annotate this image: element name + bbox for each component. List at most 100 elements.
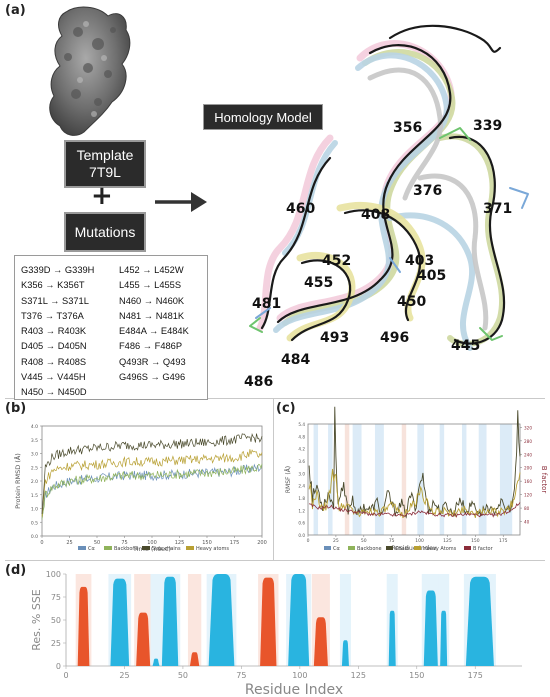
panel-label-d: (d) [5,563,27,578]
helix-band [401,424,407,535]
legend-label: Side chains [152,546,181,552]
mutation-item: T376 → T376A [21,310,84,321]
mutation-item: G339D → G339H [21,265,95,275]
legend-swatch [414,546,421,550]
plot-frame [307,423,521,536]
legend-label: B factor [473,546,494,552]
legend-swatch [324,546,331,550]
residue-label-455: 455 [304,275,334,291]
x-tick-label: 50 [178,671,188,680]
x-tick-label: 150 [202,540,212,546]
mutation-item: D405 → D405N [21,341,87,352]
x-tick-label: 125 [443,538,452,544]
y-tick-label: 4.0 [31,424,38,430]
y2-axis-label: B factor [540,466,548,494]
y-tick-label: 0 [56,662,61,671]
x-tick-label: 200 [257,540,267,546]
x-tick-label: 75 [236,671,246,680]
y-axis-label: Protein RMSD (Å) [13,453,22,509]
mutation-item: F486 → F486P [119,341,183,352]
x-tick-label: 25 [333,538,339,544]
strand-segment [388,610,396,666]
y-tick-label: 1.2 [298,508,305,513]
residue-label-408: 408 [361,207,391,223]
strand-band [439,424,445,535]
residue-label-481: 481 [252,296,282,312]
mutations-box: Mutations [64,212,146,252]
legend-label: Chain [395,546,409,552]
residue-label-452: 452 [322,253,352,269]
residue-label-496: 496 [380,330,410,346]
template-title: Template [76,147,134,163]
mutation-item: R403 → R403K [21,326,87,337]
homology-structure-image [249,24,529,351]
helix-segment [260,577,277,666]
mutation-item: L455 → L455S [119,280,182,291]
strand-segment [208,574,235,666]
strand-band [374,424,384,535]
divider-vertical [273,399,274,560]
y-tick-label: 4.8 [298,434,305,439]
mutation-item: N450 → N450D [21,387,87,398]
mutation-item: V445 → V445H [21,372,86,383]
homology-model-box: Homology Model [203,104,323,130]
helix-band [344,424,350,535]
y-tick-label: 4.2 [298,447,305,452]
y-tick-label: 0.0 [298,533,305,538]
y-tick-label: 3.0 [298,471,305,476]
y-tick-label: 3.5 [31,438,38,444]
strand-segment [423,590,438,666]
x-tick-label: 150 [409,671,424,680]
residue-label-445: 445 [451,338,481,354]
legend-swatch [464,546,471,550]
strand-shade [339,574,351,666]
y-axis-label: Res. % SSE [30,589,43,651]
x-tick-label: 125 [175,540,185,546]
mutation-item: K356 → K356T [21,280,85,291]
legend-label: Heavy Atoms [423,546,457,552]
plot-bg [308,424,520,535]
residue-label-403: 403 [405,253,435,269]
y2-tick-label: 320 [524,425,532,430]
mutation-item: L452 → L452W [119,265,184,275]
x-axis-label: Time (nsec) [132,545,171,553]
mutation-item: S371L → S371L [21,295,89,306]
strand-band [461,424,467,535]
series-line-chain [308,406,521,519]
x-tick-label: 50 [361,538,367,544]
panel-label-c: (c) [276,401,296,416]
y-axis-label: RMSF (Å) [285,466,292,493]
strand-segment [440,610,448,666]
strand-shade [150,574,162,666]
x-tick-label: 100 [147,540,157,546]
plus-sign: + [91,181,113,211]
x-tick-label: 100 [415,538,424,544]
mutation-grid: G339D → G339H L452 → L452W K356 → K356T L45… [21,263,209,401]
strand-band [499,424,513,535]
y-tick-label: 5.4 [298,422,305,427]
rmsd-chart: 0.0 0.5 1.0 1.5 2.0 2.5 3.0 3.5 4.0 0 25 50 75 100 125… [13,424,267,553]
legend-swatch [142,546,150,550]
y-tick-label: 3.0 [31,452,38,458]
homology-model-label: Homology Model [214,109,312,125]
x-tick-label: 125 [351,671,366,680]
strand-segment [465,576,494,666]
residue-label-339: 339 [473,118,503,134]
y-tick-label: 2.0 [31,479,38,485]
x-tick-label: 0 [63,671,68,680]
residue-label-376: 376 [413,183,443,199]
x-tick-label: 25 [119,671,129,680]
y2-tick-label: 280 [524,439,532,444]
x-tick-label: 25 [66,540,72,546]
residue-label-460: 460 [286,201,316,217]
mutation-item: N460 → N460K [119,295,185,306]
y-tick-label: 2.5 [31,465,38,471]
helix-shade [187,574,202,666]
helix-segment [189,652,200,666]
x-tick-label: 50 [94,540,100,546]
divider-mid [5,560,545,561]
strand-segment [341,640,349,666]
panel-label-a: (a) [5,3,26,18]
series-line-backbone [41,463,263,520]
y2-tick-label: 120 [524,493,532,498]
